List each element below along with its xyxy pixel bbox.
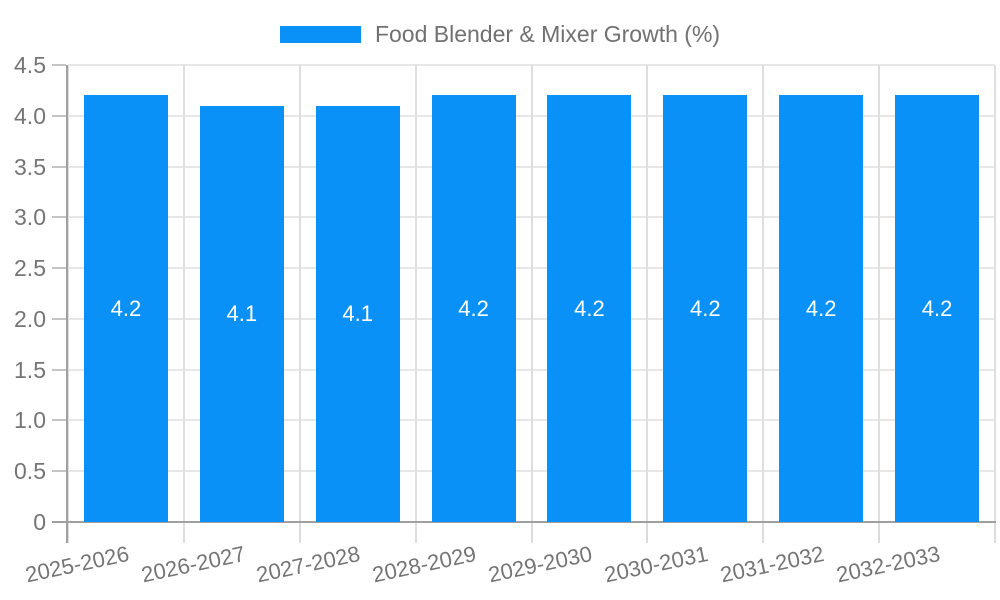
y-tick-label: 2.5 [14,255,46,282]
y-tick-label: 4.5 [14,52,46,78]
bar-value-label: 4.1 [342,300,373,326]
bar-value-label: 4.2 [458,295,489,321]
v-gridline [646,65,649,522]
x-tick-mark [67,523,69,543]
bar[interactable] [315,105,400,522]
x-tick-label: 2030-2031 [602,541,711,588]
y-tick-mark [52,114,66,117]
y-tick-mark [52,470,66,473]
x-tick-mark [646,523,649,543]
bar-value-label: 4.1 [226,300,258,326]
x-tick-mark [298,523,301,543]
x-tick-label: 2031-2032 [718,541,827,588]
bar[interactable] [431,95,516,522]
bar[interactable] [547,95,632,522]
v-gridline [878,65,881,522]
x-tick-mark [762,523,765,543]
x-tick-mark [182,523,185,543]
bar[interactable] [83,95,168,522]
legend-label: Food Blender & Mixer Growth (%) [374,20,721,47]
x-tick-mark [414,523,417,543]
bar-value-label: 4.2 [110,295,142,321]
y-tick-mark [52,64,66,66]
y-tick-label: 0.5 [14,458,46,485]
x-tick-mark [994,523,996,543]
v-gridline [67,65,69,522]
bar[interactable] [663,95,748,522]
y-tick-label: 1.0 [14,407,46,434]
bar[interactable] [199,105,284,522]
y-tick-mark [52,368,66,371]
y-tick-mark [52,317,66,320]
x-tick-mark [878,523,881,543]
y-tick-label: 3.0 [14,204,46,231]
v-gridline [182,65,185,522]
v-gridline [762,65,765,522]
v-gridline [994,65,996,522]
x-tick-label: 2026-2027 [138,541,247,588]
y-tick-label: 0 [33,509,46,535]
y-tick-mark [52,165,66,168]
v-gridline [414,65,417,522]
bar-value-label: 4.2 [805,295,837,321]
bar-value-label: 4.2 [574,295,605,321]
v-gridline [530,65,533,522]
x-tick-mark [530,523,533,543]
v-gridline [298,65,301,522]
x-tick-label: 2027-2028 [254,541,363,588]
bar[interactable] [895,95,980,522]
bar[interactable] [779,95,864,522]
y-tick-label: 2.0 [14,305,46,332]
x-axis-line [52,521,996,523]
x-tick-label: 2028-2029 [370,541,479,588]
y-axis-line [66,65,68,543]
y-tick-label: 4.0 [14,102,46,129]
y-tick-mark [52,419,66,422]
chart-legend[interactable]: Food Blender & Mixer Growth (%) [0,16,1000,52]
bar-value-label: 4.2 [921,295,953,321]
y-tick-label: 1.5 [14,356,46,383]
x-tick-label: 2029-2030 [486,541,595,588]
legend-swatch [279,25,361,43]
y-tick-label: 3.5 [14,153,46,180]
y-tick-mark [52,216,66,219]
x-tick-label: 2025-2026 [22,541,131,588]
x-tick-label: 2032-2033 [833,541,943,588]
bar-value-label: 4.2 [690,295,721,321]
y-tick-mark [52,267,66,270]
